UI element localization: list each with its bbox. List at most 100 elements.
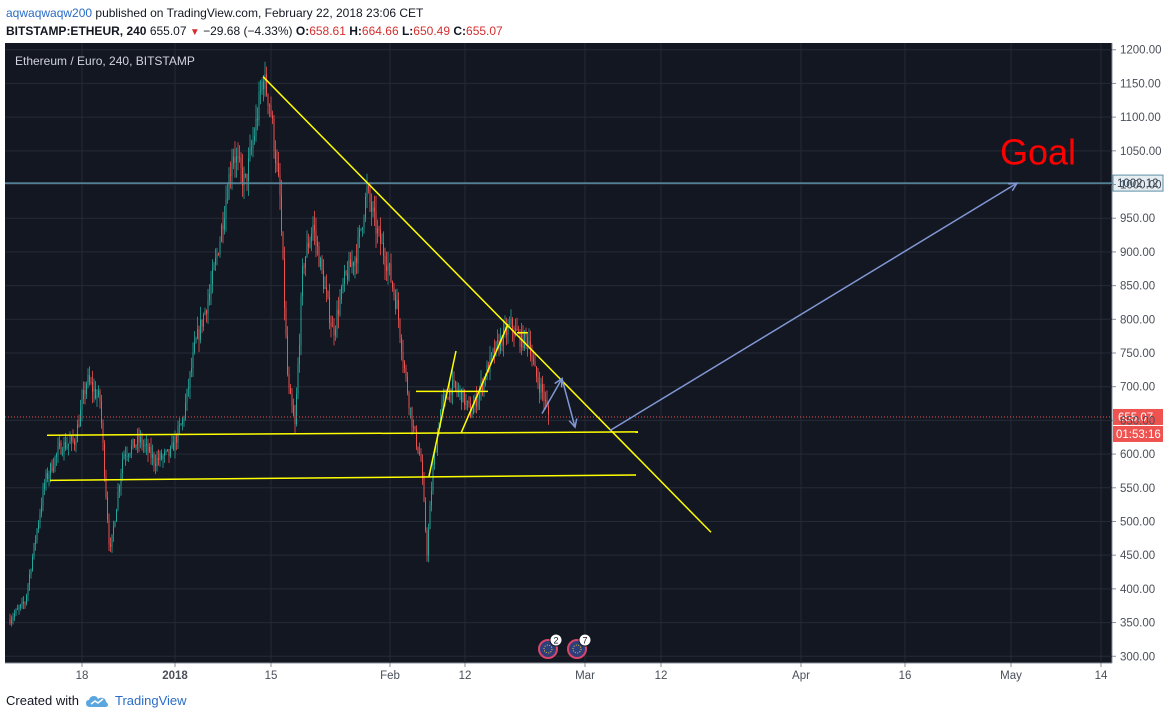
- candle-body: [485, 377, 486, 379]
- goal-arrow: [609, 183, 1017, 432]
- candle-body: [312, 224, 314, 234]
- candle-body: [392, 281, 393, 288]
- candle-body: [135, 445, 137, 448]
- candle-body: [129, 453, 131, 456]
- candle-body: [249, 148, 251, 159]
- candle-body: [294, 415, 296, 425]
- candle-body: [237, 156, 239, 158]
- candle-body: [495, 341, 497, 356]
- price-axis[interactable]: [1112, 43, 1165, 663]
- candle-body: [195, 338, 197, 343]
- candle-body: [32, 556, 33, 571]
- candle-body: [168, 449, 170, 456]
- candle-body: [173, 442, 174, 451]
- countdown-tag: [1113, 425, 1163, 442]
- candle-body: [453, 379, 455, 382]
- open-label: O:: [295, 24, 310, 38]
- candle-body: [537, 376, 539, 384]
- candle-body: [324, 287, 326, 289]
- candle-body: [447, 397, 449, 400]
- candle-body: [254, 136, 255, 141]
- price-chart[interactable]: 1002.12 655.07 01:53:16 Goal 2 7 300.00 350.00…: [5, 43, 1165, 691]
- candle-body: [404, 361, 405, 368]
- candle-body: [215, 257, 216, 265]
- candle-body: [38, 523, 39, 530]
- candle-body: [405, 367, 407, 377]
- candle-body: [240, 157, 242, 169]
- candle-body: [239, 157, 240, 159]
- y-tick-label: 800.00: [1120, 314, 1155, 326]
- candle-body: [519, 331, 521, 347]
- y-tick-label: 450.00: [1120, 550, 1155, 562]
- tradingview-link[interactable]: TradingView: [114, 693, 187, 708]
- candle-body: [30, 570, 32, 575]
- candle-body: [452, 379, 453, 395]
- candle-body: [191, 367, 192, 373]
- candle-body: [122, 459, 123, 474]
- candle-body: [288, 374, 290, 388]
- candle-body: [44, 483, 45, 489]
- y-tick-label: 400.00: [1120, 584, 1155, 596]
- candle-body: [464, 389, 465, 406]
- candle-body: [365, 196, 366, 219]
- candle-body: [408, 393, 410, 409]
- candle-body: [534, 361, 536, 367]
- candle-body: [113, 526, 114, 535]
- event-count-bubble: [578, 633, 592, 647]
- candles: [9, 61, 549, 627]
- candle-body: [260, 90, 261, 93]
- candle-body: [399, 319, 401, 338]
- candle-body: [321, 258, 323, 271]
- candle-body: [33, 543, 35, 557]
- candle-body: [339, 299, 341, 315]
- candle-body: [356, 257, 357, 264]
- candle-body: [461, 389, 462, 403]
- candle-body: [546, 399, 548, 406]
- candle-body: [477, 398, 479, 407]
- candle-body: [372, 207, 374, 212]
- candle-body: [167, 449, 168, 451]
- candle-body: [102, 423, 104, 443]
- x-tick-label: 12: [459, 670, 472, 682]
- candle-body: [273, 118, 275, 151]
- candle-body: [516, 328, 518, 331]
- candle-body: [146, 443, 147, 445]
- candle-body: [50, 463, 51, 475]
- last-price: 655.07: [149, 24, 187, 38]
- low-label: L:: [401, 24, 414, 38]
- trend-line: [46, 431, 639, 436]
- candle-body: [104, 442, 105, 477]
- candle-body: [426, 530, 428, 556]
- time-axis[interactable]: [5, 663, 1112, 691]
- candle-body: [134, 439, 135, 448]
- candle-body: [63, 442, 65, 454]
- projection-up-arrow: [541, 379, 562, 415]
- candle-body: [155, 463, 156, 467]
- candle-body: [24, 603, 26, 605]
- candle-body: [398, 299, 399, 320]
- candle-body: [89, 375, 90, 382]
- candle-body: [278, 163, 279, 176]
- candle-body: [87, 375, 89, 385]
- candle-body: [327, 291, 329, 298]
- candle-body: [456, 387, 458, 392]
- candle-body: [186, 389, 188, 403]
- candle-body: [128, 455, 129, 457]
- candle-body: [242, 168, 243, 186]
- quote-line: BITSTAMP:ETHEUR, 240 655.07 ▼ −29.68 (−4…: [6, 22, 503, 42]
- axis-labels: 300.00 350.00 400.00 450.00 500.00 550.00 600.…: [76, 45, 1162, 682]
- candle-body: [459, 389, 461, 391]
- candle-body: [492, 349, 494, 353]
- candle-body: [86, 384, 87, 395]
- candle-body: [248, 158, 249, 182]
- candle-body: [539, 383, 540, 393]
- trend-line: [262, 76, 712, 533]
- candle-body: [80, 409, 81, 427]
- author-link[interactable]: aqwaqwaqw200: [6, 6, 93, 20]
- candle-body: [263, 81, 264, 90]
- candle-body: [227, 199, 228, 201]
- candle-body: [18, 607, 20, 609]
- candle-body: [270, 105, 272, 116]
- x-tick-label: May: [1000, 670, 1022, 682]
- x-tick-label: Feb: [380, 670, 400, 682]
